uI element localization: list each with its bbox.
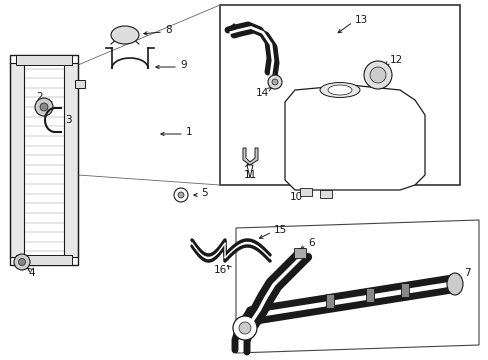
Polygon shape [236, 220, 478, 353]
Ellipse shape [446, 273, 462, 295]
Bar [64, 63, 78, 257]
Circle shape [35, 98, 53, 116]
Circle shape [369, 67, 385, 83]
Circle shape [232, 316, 257, 340]
Bar [299, 188, 311, 196]
Text: 1: 1 [185, 127, 192, 137]
Text: 7: 7 [463, 268, 469, 278]
Circle shape [40, 103, 48, 111]
Bar [75, 80, 85, 88]
Text: 11: 11 [244, 170, 257, 180]
Bar [365, 288, 373, 302]
Text: 13: 13 [354, 15, 367, 25]
Bar [400, 283, 408, 297]
Text: 2: 2 [36, 92, 42, 102]
Bar [293, 248, 305, 258]
Text: 10: 10 [289, 192, 303, 202]
Bar [16, 255, 72, 265]
Circle shape [14, 254, 30, 270]
Bar [319, 190, 331, 198]
Ellipse shape [111, 26, 139, 44]
Bar [220, 5, 459, 185]
Text: 3: 3 [65, 115, 71, 125]
Text: 8: 8 [164, 25, 171, 35]
Circle shape [267, 75, 282, 89]
Text: 12: 12 [389, 55, 403, 65]
Polygon shape [246, 165, 252, 178]
Text: 6: 6 [307, 238, 314, 248]
Circle shape [174, 188, 187, 202]
Bar [16, 55, 72, 65]
Circle shape [19, 258, 25, 266]
Polygon shape [243, 148, 258, 165]
Ellipse shape [319, 82, 359, 98]
Ellipse shape [327, 85, 351, 95]
Text: 9: 9 [180, 60, 186, 70]
Circle shape [239, 322, 250, 334]
Bar [10, 63, 24, 257]
Bar [10, 55, 78, 265]
Text: 4: 4 [28, 268, 35, 278]
Bar [325, 294, 333, 308]
Bar [24, 55, 64, 265]
Circle shape [363, 61, 391, 89]
Circle shape [178, 192, 183, 198]
Text: 15: 15 [273, 225, 286, 235]
Polygon shape [285, 85, 424, 190]
Text: 5: 5 [201, 188, 207, 198]
Circle shape [271, 79, 278, 85]
Text: 14: 14 [256, 88, 269, 98]
Text: 16: 16 [214, 265, 227, 275]
